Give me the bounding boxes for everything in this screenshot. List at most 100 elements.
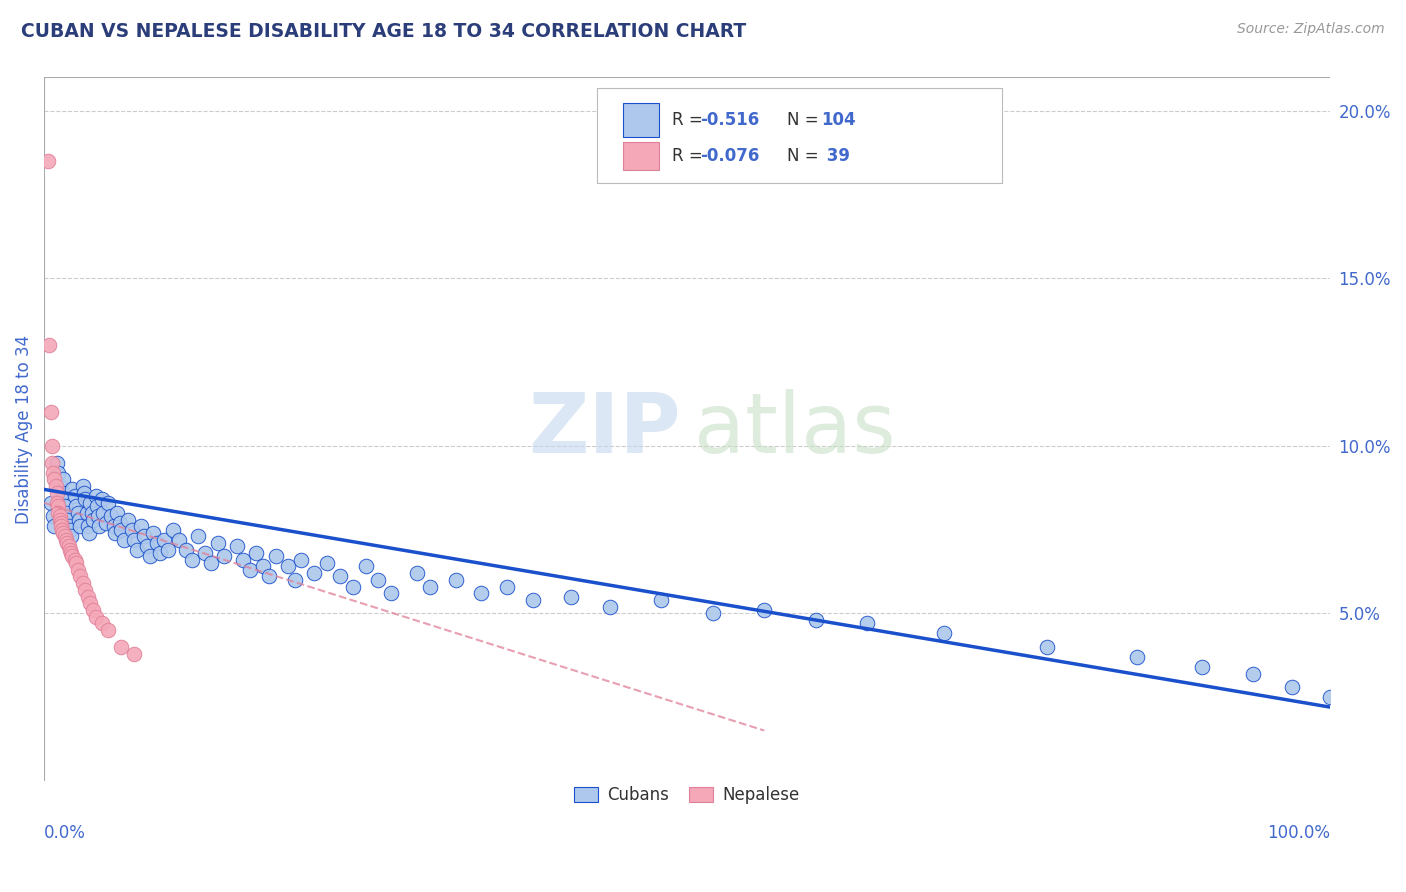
Point — [194, 546, 217, 560]
Point — [59, 523, 82, 537]
Point — [76, 590, 98, 604]
Point — [82, 512, 104, 526]
Point — [162, 523, 184, 537]
Point — [79, 496, 101, 510]
Bar — [623, 142, 659, 170]
Point — [316, 556, 339, 570]
Point — [45, 479, 67, 493]
Point — [167, 533, 190, 547]
Point — [104, 525, 127, 540]
Point — [200, 556, 222, 570]
Point — [212, 549, 235, 564]
Point — [1126, 649, 1149, 664]
Point — [650, 593, 672, 607]
Point — [599, 599, 621, 614]
Point — [152, 533, 174, 547]
Point — [239, 563, 262, 577]
Point — [58, 519, 80, 533]
Point — [39, 405, 62, 419]
Point — [284, 573, 307, 587]
Text: R =: R = — [672, 147, 707, 165]
Point — [77, 525, 100, 540]
Point — [46, 466, 69, 480]
Point — [342, 580, 364, 594]
Point — [97, 496, 120, 510]
Text: 0.0%: 0.0% — [44, 824, 86, 842]
Point — [138, 549, 160, 564]
Point — [257, 569, 280, 583]
Point — [146, 536, 169, 550]
Point — [48, 512, 70, 526]
Point — [496, 580, 519, 594]
Point — [60, 549, 83, 564]
Point — [122, 647, 145, 661]
Point — [702, 607, 724, 621]
Point — [73, 485, 96, 500]
Text: R =: R = — [672, 112, 707, 129]
Point — [66, 506, 89, 520]
Point — [39, 496, 62, 510]
Point — [181, 553, 204, 567]
Point — [37, 154, 59, 169]
Point — [76, 519, 98, 533]
Point — [134, 529, 156, 543]
Point — [245, 546, 267, 560]
Text: N =: N = — [787, 112, 824, 129]
Point — [48, 509, 70, 524]
Point — [804, 613, 827, 627]
Point — [44, 519, 66, 533]
Point — [232, 553, 254, 567]
Point — [1281, 680, 1303, 694]
Point — [79, 596, 101, 610]
Point — [207, 536, 229, 550]
Text: atlas: atlas — [693, 389, 896, 469]
Point — [103, 519, 125, 533]
Point — [82, 603, 104, 617]
Text: Source: ZipAtlas.com: Source: ZipAtlas.com — [1237, 22, 1385, 37]
Point — [56, 512, 79, 526]
FancyBboxPatch shape — [598, 88, 1002, 183]
Point — [66, 563, 89, 577]
Point — [522, 593, 544, 607]
Point — [49, 519, 72, 533]
Point — [1191, 660, 1213, 674]
Point — [108, 516, 131, 530]
Point — [122, 533, 145, 547]
Point — [44, 472, 66, 486]
Legend: Cubans, Nepalese: Cubans, Nepalese — [568, 780, 807, 811]
Point — [48, 479, 70, 493]
Point — [60, 529, 83, 543]
Point — [75, 582, 97, 597]
Point — [55, 533, 77, 547]
Point — [754, 603, 776, 617]
Point — [76, 506, 98, 520]
Bar — [623, 103, 659, 137]
Point — [470, 586, 492, 600]
Point — [444, 573, 467, 587]
Point — [60, 483, 83, 497]
Point — [187, 529, 209, 543]
Point — [63, 489, 86, 503]
Point — [75, 492, 97, 507]
Point — [406, 566, 429, 581]
Point — [142, 525, 165, 540]
Point — [121, 523, 143, 537]
Point — [100, 509, 122, 524]
Point — [65, 499, 87, 513]
Point — [52, 525, 75, 540]
Point — [174, 542, 197, 557]
Point — [419, 580, 441, 594]
Point — [117, 512, 139, 526]
Point — [38, 338, 60, 352]
Point — [72, 576, 94, 591]
Point — [46, 485, 69, 500]
Point — [67, 512, 90, 526]
Point — [252, 559, 274, 574]
Point — [367, 573, 389, 587]
Point — [41, 439, 63, 453]
Point — [58, 539, 80, 553]
Point — [149, 546, 172, 560]
Y-axis label: Disability Age 18 to 34: Disability Age 18 to 34 — [15, 334, 32, 524]
Text: ZIP: ZIP — [529, 389, 681, 469]
Point — [53, 499, 76, 513]
